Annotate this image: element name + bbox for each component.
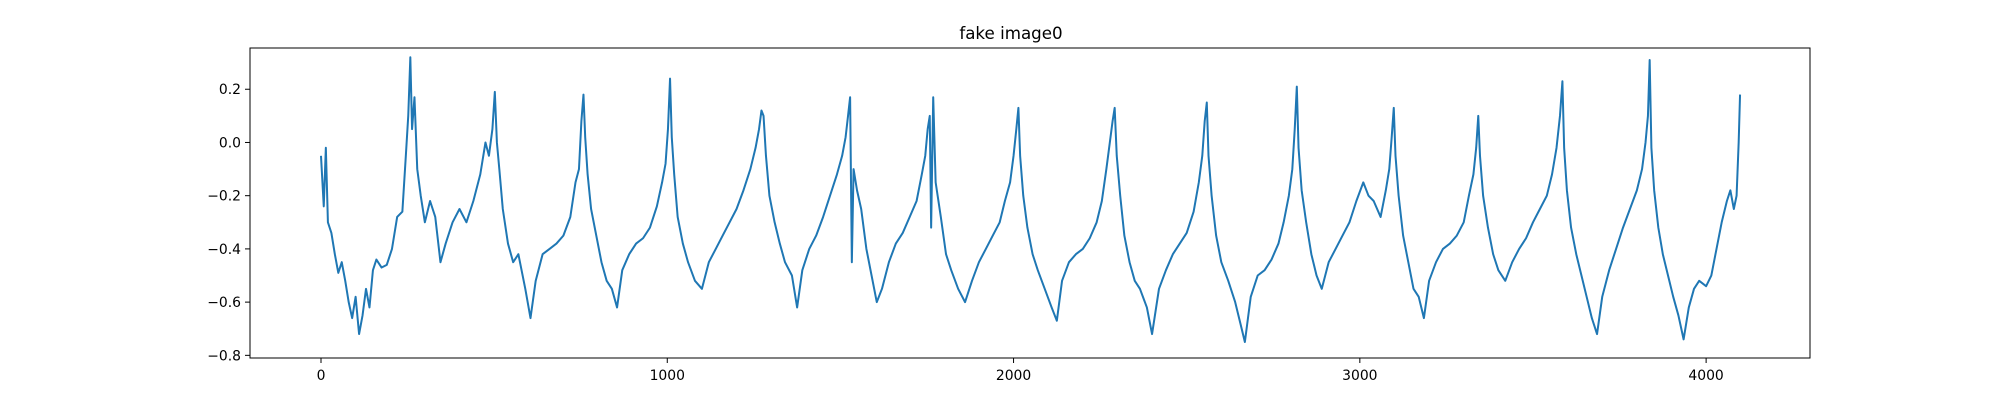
plot-area-frame: [249, 47, 1811, 359]
chart-title: fake image0: [959, 23, 1062, 43]
series-line-0: [319, 56, 1742, 344]
y-tick-label: 0.0: [219, 135, 241, 151]
x-tick-label: 3000: [1342, 368, 1377, 384]
x-tick-label: 2000: [996, 368, 1031, 384]
series-layer: [319, 56, 1742, 344]
x-tick-label: 1000: [650, 368, 685, 384]
y-tick-label: 0.2: [219, 82, 241, 98]
x-tick-label: 4000: [1688, 368, 1723, 384]
y-tick-label: −0.8: [207, 348, 241, 364]
y-tick-label: −0.4: [207, 242, 241, 258]
y-tick-label: −0.6: [207, 295, 241, 311]
ticks-layer: 0 1000 2000 3000 4000 0.2 0.0 −0.2 −0.4 −0.6 −0.8: [207, 82, 1724, 384]
x-tick-label: 0: [317, 368, 326, 384]
y-tick-label: −0.2: [207, 189, 241, 205]
